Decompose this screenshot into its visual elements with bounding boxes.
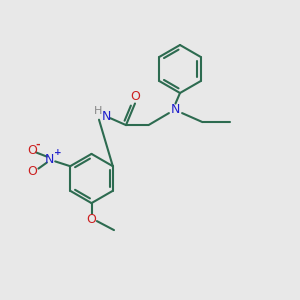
Text: O: O [28,165,37,178]
Text: O: O [28,143,37,157]
Text: N: N [45,153,55,166]
Text: -: - [35,140,40,150]
Text: H: H [94,106,103,116]
Text: O: O [130,90,140,104]
Text: +: + [54,148,62,157]
Text: N: N [171,103,180,116]
Text: N: N [102,110,112,123]
Text: O: O [87,213,96,226]
